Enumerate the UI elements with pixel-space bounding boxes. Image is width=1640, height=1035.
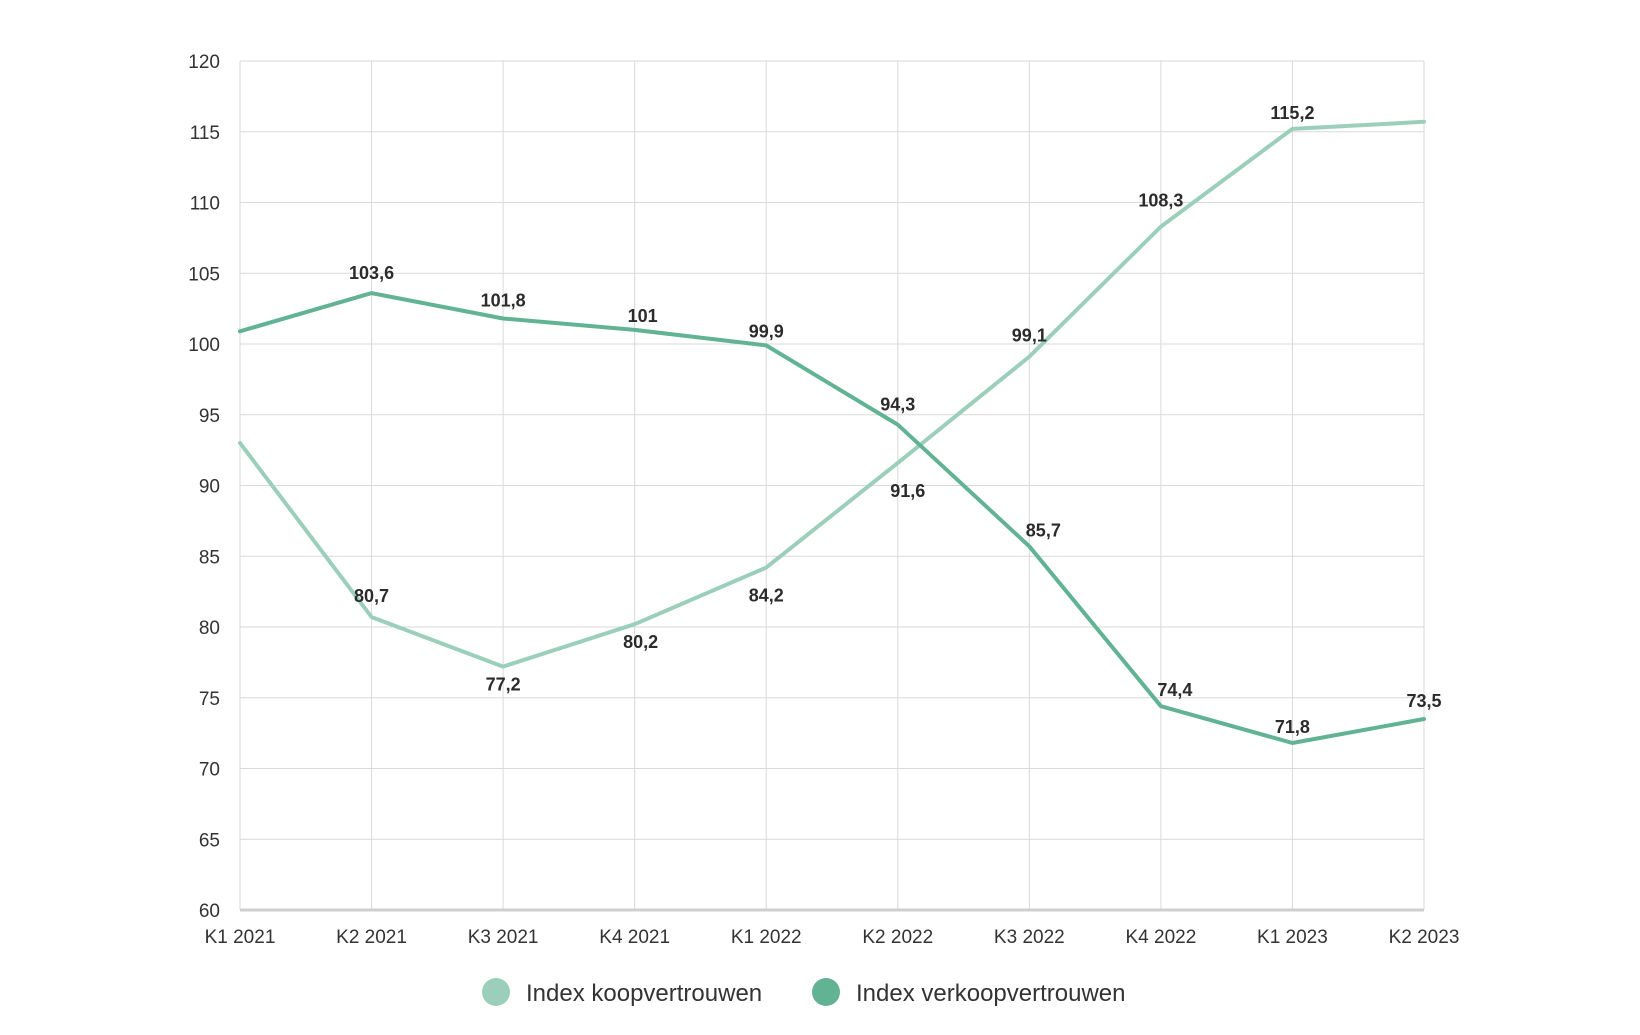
x-tick-label: K4 2021 — [599, 927, 670, 948]
x-tick-label: K2 2022 — [862, 927, 933, 948]
x-tick-label: K3 2021 — [468, 927, 539, 948]
y-tick-label: 75 — [199, 689, 220, 710]
data-label: 80,7 — [354, 586, 389, 606]
data-label: 80,2 — [623, 632, 658, 652]
x-tick-label: K1 2021 — [205, 927, 276, 948]
data-label: 85,7 — [1026, 520, 1061, 540]
y-tick-label: 80 — [199, 618, 220, 639]
y-tick-label: 105 — [188, 264, 220, 285]
axes: 60 65 70 75 80 85 90 95 100 105 110 115 120 K1 2021 K2… — [188, 52, 1459, 948]
y-tick-label: 115 — [190, 123, 220, 144]
series-line-1 — [238, 119, 1426, 669]
y-tick-label: 120 — [188, 52, 220, 73]
data-label: 94,3 — [880, 395, 915, 415]
data-label: 74,4 — [1157, 680, 1192, 700]
grid — [239, 60, 1425, 910]
x-tick-label: K1 2022 — [731, 927, 802, 948]
x-tick-label: K2 2021 — [336, 927, 407, 948]
y-tick-label: 60 — [199, 901, 220, 922]
data-label: 99,9 — [749, 321, 784, 341]
y-tick-label: 95 — [199, 406, 220, 427]
y-tick-label: 85 — [199, 547, 220, 568]
data-label: 101,8 — [481, 291, 526, 311]
data-labels: 80,7 77,2 80,2 84,2 91,6 99,1 108,3 115,2 103,6 1… — [349, 103, 1441, 737]
y-tick-label: 110 — [190, 194, 220, 215]
y-tick-label: 100 — [188, 335, 220, 356]
legend-entry: Index koopvertrouwen — [482, 978, 762, 1007]
data-label: 115,2 — [1270, 103, 1314, 123]
y-tick-label: 70 — [199, 760, 220, 781]
data-label: 108,3 — [1138, 191, 1183, 211]
legend-swatch-icon — [812, 978, 840, 1006]
legend-label: Index verkoopvertrouwen — [856, 980, 1125, 1007]
data-label: 103,6 — [349, 263, 394, 283]
x-tick-label: K3 2022 — [994, 927, 1065, 948]
x-tick-label: K2 2023 — [1389, 927, 1460, 948]
y-tick-label: 90 — [199, 477, 220, 498]
legend: Index koopvertrouwen Index verkoopvertrou… — [482, 978, 1125, 1007]
data-label: 99,1 — [1012, 326, 1047, 346]
y-tick-label: 65 — [199, 830, 220, 851]
legend-entry: Index verkoopvertrouwen — [812, 978, 1125, 1007]
data-label: 71,8 — [1275, 717, 1310, 737]
data-label: 73,5 — [1406, 691, 1441, 711]
data-label: 91,6 — [890, 481, 925, 501]
legend-swatch-icon — [482, 978, 510, 1006]
x-tick-label: K1 2023 — [1257, 927, 1328, 948]
data-label: 84,2 — [749, 586, 784, 606]
x-tick-label: K4 2022 — [1125, 927, 1196, 948]
series — [238, 119, 1426, 745]
series-line-2 — [238, 291, 1426, 745]
data-label: 101 — [628, 306, 658, 326]
legend-label: Index koopvertrouwen — [526, 980, 762, 1007]
data-label: 77,2 — [486, 675, 521, 695]
